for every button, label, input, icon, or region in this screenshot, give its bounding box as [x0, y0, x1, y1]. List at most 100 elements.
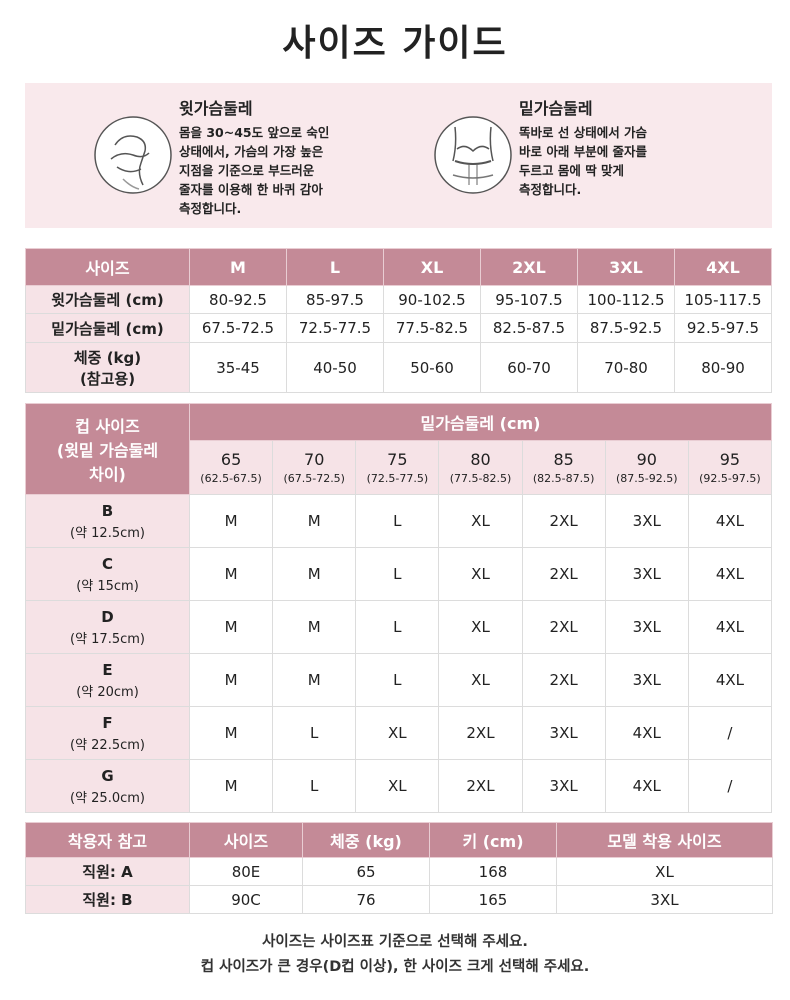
upper-bust-icon — [94, 116, 172, 194]
band-cell: 90 (87.5-92.5) — [604, 440, 689, 495]
row-label-line: 윗가슴둘레 (cm) — [51, 291, 164, 309]
cell: 2XL — [438, 759, 523, 813]
cell: 67.5-72.5 — [189, 313, 287, 343]
row-label: 직원: A — [25, 857, 190, 886]
table-row: G (약 25.0cm) M L XL 2XL 3XL 4XL / — [25, 759, 773, 813]
guide-text: 윗가슴둘레 몸을 30~45도 앞으로 숙인 상태에서, 가슴의 가장 높은 지점을 … — [179, 95, 419, 218]
cell: 4XL — [604, 759, 689, 813]
band-cell: 65 (62.5-67.5) — [188, 440, 274, 495]
cell: XL — [438, 494, 523, 548]
cell: 82.5-87.5 — [480, 313, 578, 343]
cell: M — [188, 547, 274, 601]
cell: 3XL — [604, 653, 689, 707]
footer: 사이즈는 사이즈표 기준으로 선택해 주세요. 컵 사이즈가 큰 경우(D컵 이상… — [0, 930, 790, 980]
cell: 80E — [189, 857, 303, 886]
cell: M — [188, 706, 274, 760]
band-size: 95 — [719, 450, 741, 469]
header-cell: 키 (cm) — [429, 822, 557, 858]
cell: 4XL — [687, 600, 773, 654]
cup-label: D (약 17.5cm) — [25, 600, 190, 654]
cup-name: B — [101, 501, 114, 520]
cell: L — [355, 547, 440, 601]
corner-line: 차이) — [89, 465, 126, 484]
cup-label: C (약 15cm) — [25, 547, 190, 601]
cell: 80-92.5 — [189, 285, 287, 314]
cell: / — [687, 759, 773, 813]
cell: 3XL — [604, 600, 689, 654]
header-cell: 사이즈 — [189, 822, 303, 858]
cup-table: 컵 사이즈 (윗밑 가슴둘레 차이) 밑가슴둘레 (cm) 65 (62.5-67.5) 7… — [25, 403, 773, 813]
header-cell: 모델 착용 사이즈 — [556, 822, 773, 858]
guide-line: 측정합니다. — [519, 182, 582, 197]
guide-line: 바로 아래 부분에 줄자를 — [519, 144, 648, 159]
table-row: E (약 20cm) M M L XL 2XL 3XL 4XL — [25, 653, 773, 707]
guide-label: 밑가슴둘레 — [519, 99, 593, 118]
band-cell: 85 (82.5-87.5) — [521, 440, 606, 495]
header-row: 착용자 참고 사이즈 체중 (kg) 키 (cm) 모델 착용 사이즈 — [25, 822, 773, 858]
table-row: F (약 22.5cm) M L XL 2XL 3XL 4XL / — [25, 706, 773, 760]
cell: M — [188, 653, 274, 707]
cell: 2XL — [521, 600, 606, 654]
cell: 65 — [302, 857, 430, 886]
table-row: B (약 12.5cm) M M L XL 2XL 3XL 4XL — [25, 494, 773, 548]
guide-line: 똑바로 선 상태에서 가슴 — [519, 125, 648, 140]
row-label: 윗가슴둘레 (cm) — [25, 285, 190, 314]
cell: M — [272, 494, 357, 548]
band-range: (72.5-77.5) — [366, 472, 429, 485]
cup-diff: (약 15cm) — [76, 578, 139, 594]
band-cell: 95 (92.5-97.5) — [687, 440, 773, 495]
row-label-line: 밑가슴둘레 (cm) — [51, 319, 164, 338]
cell: 3XL — [521, 706, 606, 760]
cell: 4XL — [604, 706, 689, 760]
cell: 85-97.5 — [286, 285, 384, 314]
cup-name: G — [101, 766, 114, 785]
guide-line: 지점을 기준으로 부드러운 — [179, 163, 315, 178]
footer-line: 사이즈는 사이즈표 기준으로 선택해 주세요. — [262, 934, 528, 950]
cup-diff: (약 22.5cm) — [70, 737, 145, 753]
cell: 95-107.5 — [480, 285, 578, 314]
corner-line: (윗밑 가슴둘레 — [56, 441, 159, 460]
header-cell: M — [189, 248, 287, 286]
row-label: 밑가슴둘레 (cm) — [25, 313, 190, 343]
cell: 77.5-82.5 — [383, 313, 481, 343]
group-header: 밑가슴둘레 (cm) — [189, 403, 772, 441]
cell: 90C — [189, 885, 303, 914]
band-range: (92.5-97.5) — [699, 472, 761, 485]
header-cell: L — [286, 248, 384, 286]
cup-name: D — [101, 607, 114, 626]
corner-cell: 컵 사이즈 (윗밑 가슴둘레 차이) — [25, 403, 190, 495]
band-range: (87.5-92.5) — [616, 472, 678, 485]
footer-line: 컵 사이즈가 큰 경우(D컵 이상), 한 사이즈 크게 선택해 주세요. — [200, 959, 590, 975]
cell: L — [272, 759, 357, 813]
cell: 87.5-92.5 — [577, 313, 675, 343]
band-size: 90 — [636, 450, 657, 469]
cup-label: B (약 12.5cm) — [25, 494, 190, 548]
measure-guide: 윗가슴둘레 몸을 30~45도 앞으로 숙인 상태에서, 가슴의 가장 높은 지점을 … — [25, 83, 772, 228]
under-bust-icon — [434, 116, 512, 194]
cell: XL — [438, 547, 523, 601]
cell: 40-50 — [286, 342, 384, 393]
row-label-line: 체중 (kg) — [73, 348, 142, 367]
cell: 92.5-97.5 — [674, 313, 772, 343]
cell: XL — [556, 857, 773, 886]
size-table: 사이즈 M L XL 2XL 3XL 4XL 윗가슴둘레 (cm) 80-92.5 85-97.5… — [25, 248, 772, 393]
cell: 50-60 — [383, 342, 481, 393]
row-label-line: (참고용) — [79, 369, 136, 388]
header-cell: 사이즈 — [25, 248, 190, 286]
cell: L — [355, 600, 440, 654]
cell: XL — [355, 759, 440, 813]
cup-name: C — [101, 554, 113, 573]
cell: 3XL — [604, 494, 689, 548]
cell: 3XL — [556, 885, 773, 914]
cell: M — [272, 653, 357, 707]
row-label: 체중 (kg) (참고용) — [25, 342, 190, 393]
guide-line: 상태에서, 가슴의 가장 높은 — [179, 144, 324, 159]
guide-text: 밑가슴둘레 똑바로 선 상태에서 가슴 바로 아래 부분에 줄자를 두르고 몸에 딱 … — [519, 95, 759, 199]
cell: 165 — [429, 885, 557, 914]
band-cell: 70 (67.5-72.5) — [272, 440, 357, 495]
cell: 168 — [429, 857, 557, 886]
cell: 90-102.5 — [383, 285, 481, 314]
cup-label: E (약 20cm) — [25, 653, 190, 707]
header-cell: XL — [383, 248, 481, 286]
